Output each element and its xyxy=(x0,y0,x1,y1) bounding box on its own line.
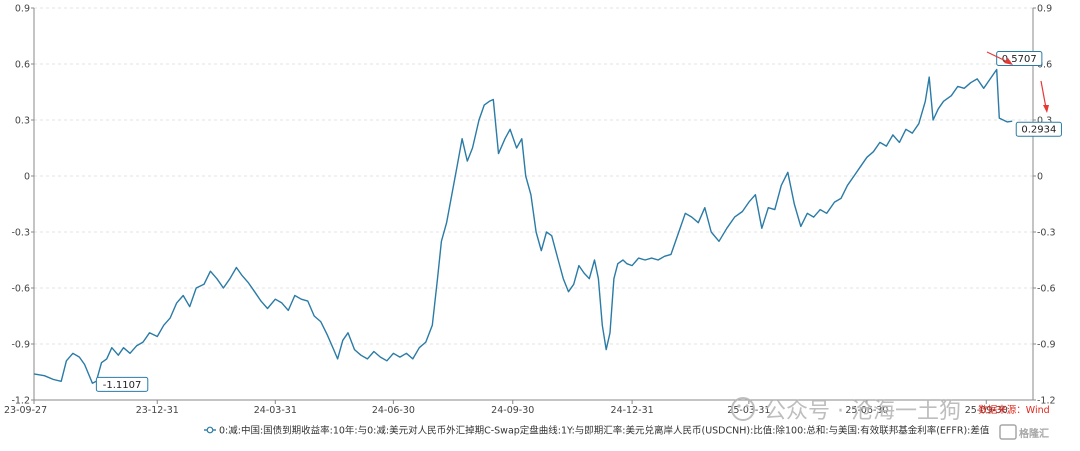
left-y-tick: 0.9 xyxy=(15,4,30,15)
x-tick: 25-09-30 xyxy=(965,405,1008,416)
red-arrow-bottom xyxy=(1040,80,1049,113)
left-y-tick: -0.9 xyxy=(11,340,30,351)
right-y-tick: 0.9 xyxy=(1037,4,1052,15)
right-y-tick: 0.6 xyxy=(1037,60,1052,71)
value-callouts: -1.1107 0.5707 0.2934 xyxy=(95,50,1062,392)
legend: 0:减:中国:国债到期收益率:10年:与0:减:美元对人民币外汇掉期C-Swap… xyxy=(204,425,990,437)
left-y-tick: -1.2 xyxy=(11,396,30,407)
legend-label: 0:减:中国:国债到期收益率:10年:与0:减:美元对人民币外汇掉期C-Swap… xyxy=(219,425,990,437)
callout: 0.2934 xyxy=(1015,121,1062,137)
right-y-tick: -1.2 xyxy=(1037,396,1056,407)
right-y-tick: 0 xyxy=(1037,172,1043,183)
x-tick-labels: 23-09-27 23-12-31 24-03-31 24-06-30 24-09-30… xyxy=(4,400,1008,416)
right-y-tick-labels: 0.9 0.6 0.3 0 -0.3 -0.6 -0.9 -1.2 xyxy=(1033,4,1056,407)
x-tick: 23-09-27 xyxy=(4,405,47,416)
callout-box xyxy=(1015,121,1062,137)
callout: 0.5707 xyxy=(996,50,1043,66)
left-y-tick: -0.6 xyxy=(11,284,30,295)
x-tick: 24-03-31 xyxy=(254,405,297,416)
callout-box xyxy=(95,376,149,392)
grid-lines xyxy=(34,7,1033,345)
right-y-tick: 0.3 xyxy=(1037,116,1052,127)
left-y-tick: 0 xyxy=(24,172,30,183)
watermark-account: 公众号 · 沧海一土狗 xyxy=(764,399,961,424)
wechat-icon xyxy=(731,397,755,421)
logo-icon xyxy=(999,424,1017,440)
x-tick: 24-06-30 xyxy=(372,405,415,416)
callout-value: 0.2934 xyxy=(1021,125,1056,136)
watermark-logo: 格隆汇 xyxy=(1019,427,1049,440)
x-tick: 24-09-30 xyxy=(491,405,534,416)
watermark: 公众号 · 沧海一土狗 格隆汇 xyxy=(731,397,1049,440)
right-y-tick: -0.9 xyxy=(1037,340,1056,351)
left-y-tick: 0.6 xyxy=(15,60,30,71)
left-y-tick: -0.3 xyxy=(11,228,30,239)
left-y-tick-labels: 0.9 0.6 0.3 0 -0.3 -0.6 -0.9 -1.2 xyxy=(11,4,34,407)
series-line xyxy=(33,68,1013,384)
source-label: 数据来源：Wind xyxy=(978,404,1049,416)
callout: -1.1107 xyxy=(95,376,149,392)
red-arrow-top xyxy=(986,51,1013,65)
x-tick: 23-12-31 xyxy=(136,405,179,416)
left-y-tick: 0.3 xyxy=(15,116,30,127)
x-tick: 25-03-31 xyxy=(727,405,770,416)
legend-marker xyxy=(206,426,214,434)
x-tick: 25-06-30 xyxy=(845,405,888,416)
right-y-tick: -0.3 xyxy=(1037,228,1056,239)
right-y-tick: -0.6 xyxy=(1037,284,1056,295)
x-tick: 24-12-31 xyxy=(611,405,654,416)
callout-value: -1.1107 xyxy=(103,380,142,391)
callout-value: 0.5707 xyxy=(1002,54,1037,65)
